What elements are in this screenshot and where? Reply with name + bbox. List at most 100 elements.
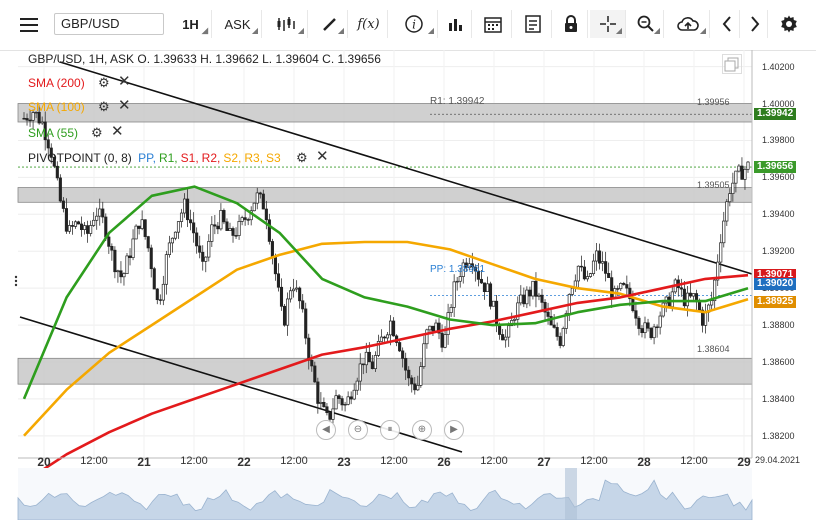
candle: [719, 234, 723, 273]
candle: [410, 375, 414, 393]
expand-icon[interactable]: [722, 54, 742, 74]
candle: [476, 263, 480, 287]
symbol-input[interactable]: GBP/USD: [54, 13, 164, 35]
x-tick-label: 21: [137, 455, 151, 469]
sma55-close-icon[interactable]: ✕: [111, 123, 124, 140]
bar-chart-icon[interactable]: [440, 10, 472, 38]
candle: [637, 315, 641, 336]
price-type-button[interactable]: ASK ◢: [214, 10, 262, 38]
x-tick-label: 28: [637, 455, 651, 469]
x-tick-label: 26: [437, 455, 451, 469]
price-chart[interactable]: [0, 50, 816, 520]
zoom-reset-icon[interactable]: ⏸: [380, 420, 400, 440]
candle: [495, 294, 499, 333]
candle: [164, 250, 168, 295]
sma100-label: SMA (100): [28, 100, 85, 114]
candle: [585, 270, 589, 282]
function-icon[interactable]: f(x): [350, 10, 388, 38]
chevron-left-icon[interactable]: [714, 10, 740, 38]
pivot-legend: PIVOTPOINT (0, 8) PP, R1, S1, R2, S2, R3, S3: [28, 151, 281, 165]
candles-icon[interactable]: ◢: [264, 10, 308, 38]
sma100-close-icon[interactable]: ✕: [118, 97, 131, 114]
candle: [519, 285, 523, 306]
candle: [337, 393, 341, 404]
timeframe-button[interactable]: 1H ◢: [170, 10, 212, 38]
candle: [298, 286, 302, 309]
candle: [610, 270, 614, 308]
pivot-gear-icon[interactable]: ⚙: [296, 150, 308, 165]
scroll-left-icon[interactable]: ◀: [316, 420, 336, 440]
candle: [83, 222, 87, 235]
price-type-label: ASK: [224, 16, 251, 32]
cloud-upload-icon[interactable]: ◢: [666, 10, 710, 38]
sma55-gear-icon[interactable]: ⚙: [91, 125, 103, 140]
report-icon[interactable]: [514, 10, 552, 38]
sma55-label: SMA (55): [28, 126, 79, 140]
candle: [49, 143, 53, 164]
sma200-line: [23, 273, 749, 484]
candle: [352, 383, 356, 401]
candle: [252, 202, 256, 212]
candle: [431, 325, 435, 336]
candle: [452, 274, 456, 317]
level-bot-annotation: 1.38604: [697, 344, 730, 354]
sma200-close-icon[interactable]: ✕: [118, 73, 131, 90]
crosshair-icon[interactable]: ◢: [590, 10, 626, 38]
candle: [485, 276, 490, 293]
candle: [219, 203, 223, 231]
candle: [422, 336, 426, 369]
candle: [664, 296, 668, 313]
candle: [404, 352, 408, 381]
chevron-right-icon[interactable]: [742, 10, 768, 38]
zoom-icon[interactable]: ◢: [628, 10, 664, 38]
pivot-item-label: R2,: [201, 151, 221, 165]
zoom-in-icon[interactable]: ⊕: [412, 420, 432, 440]
sma100-gear-icon[interactable]: ⚙: [98, 99, 110, 114]
candle: [504, 329, 508, 348]
ohlc-header: GBP/USD, 1H, ASK O. 1.39633 H. 1.39662 L…: [28, 52, 381, 66]
candle: [176, 221, 181, 239]
candle: [491, 300, 496, 307]
candle: [43, 111, 47, 151]
sma200-gear-icon[interactable]: ⚙: [98, 75, 110, 90]
candle: [316, 377, 320, 414]
candle: [340, 395, 344, 411]
candle: [258, 191, 262, 199]
sr-zone: [17, 187, 753, 203]
candle: [304, 302, 308, 345]
candle: [170, 237, 174, 253]
y-tick-label: 1.39600: [762, 172, 795, 183]
gear-icon[interactable]: [774, 10, 804, 38]
candle: [261, 189, 265, 210]
scroll-right-icon[interactable]: ▶: [444, 420, 464, 440]
candle: [716, 254, 720, 286]
candle: [501, 329, 505, 341]
candle: [183, 193, 187, 218]
hamburger-icon[interactable]: [16, 14, 42, 36]
candle: [207, 234, 211, 262]
candle: [567, 293, 571, 322]
candle: [64, 198, 68, 234]
level-top-annotation: 1.39956: [697, 97, 730, 107]
candle: [537, 292, 541, 301]
candle: [382, 335, 387, 342]
candle: [679, 278, 683, 297]
candle: [419, 361, 423, 388]
candle: [370, 355, 374, 370]
pivot-close-icon[interactable]: ✕: [316, 148, 329, 165]
zoom-out-icon[interactable]: ⊖: [348, 420, 368, 440]
lock-icon[interactable]: [554, 10, 588, 38]
panel-drag-handle[interactable]: [14, 274, 18, 287]
info-icon[interactable]: i ◢: [390, 10, 438, 38]
candle: [313, 361, 317, 383]
candle: [319, 392, 323, 409]
calendar-icon[interactable]: [474, 10, 512, 38]
candle: [34, 111, 38, 119]
draw-pen-icon[interactable]: ◢: [310, 10, 348, 38]
candle: [607, 262, 611, 278]
candle: [376, 334, 380, 358]
candle: [546, 302, 550, 325]
candle: [322, 397, 326, 408]
candle: [528, 286, 532, 307]
candle: [464, 257, 468, 272]
